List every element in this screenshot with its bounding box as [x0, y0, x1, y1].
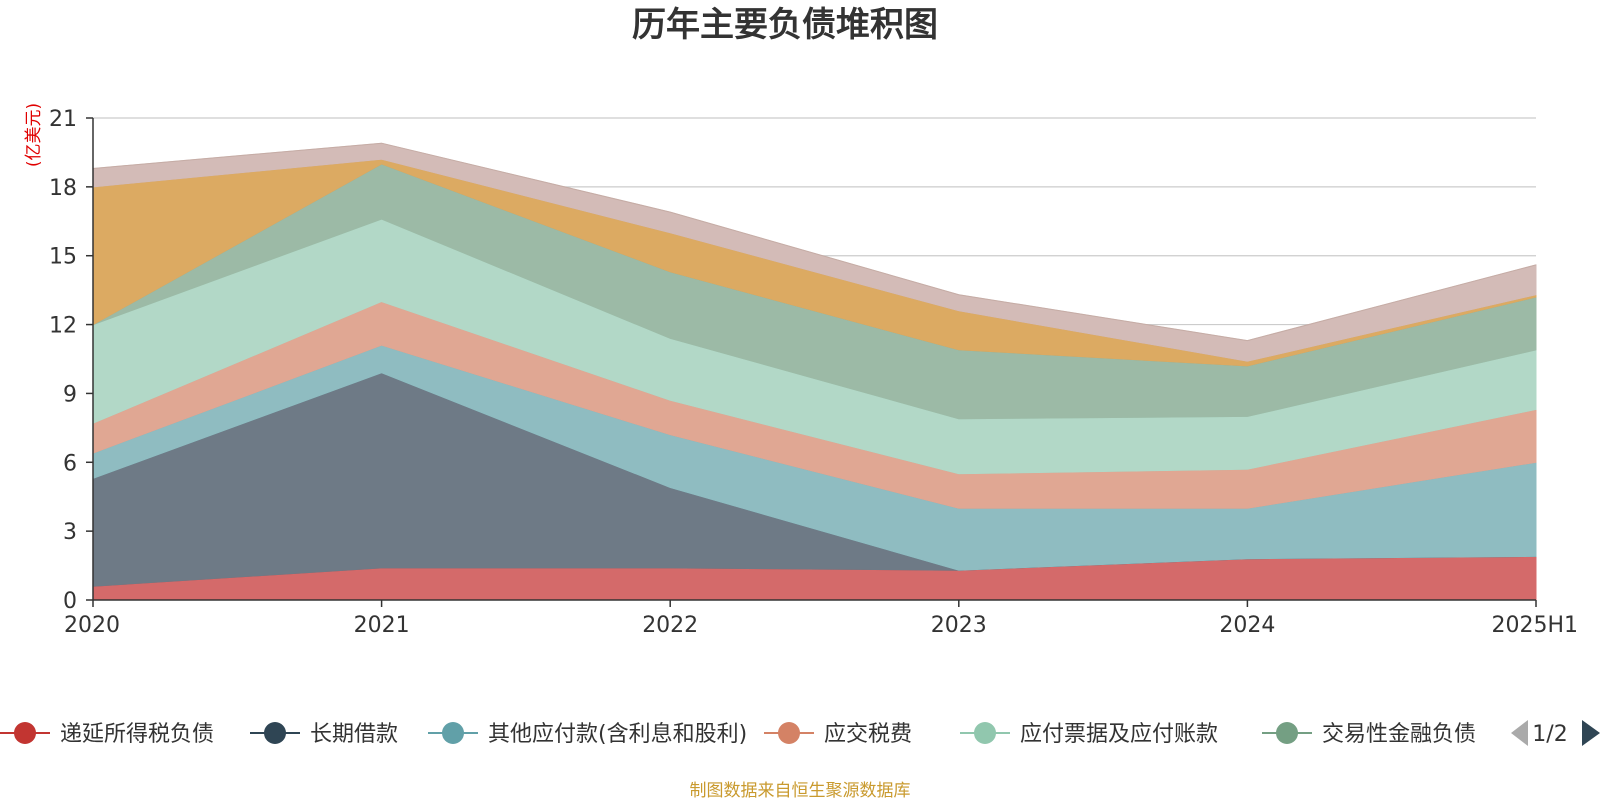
chart-title: 历年主要负债堆积图: [632, 5, 938, 45]
source-note: 制图数据来自恒生聚源数据库: [690, 781, 911, 800]
axes: [92, 118, 1536, 601]
x-tick-label: 2023: [931, 613, 987, 638]
y-tick-label: 6: [63, 451, 77, 476]
stacked-areas: [92, 142, 1537, 601]
axis-ticks: 0 3 6 9 12 15 18 21 2020 2021 2022 2023 2024 2025H1: [49, 107, 1578, 638]
legend-item[interactable]: 应交税费: [764, 722, 912, 747]
legend-item[interactable]: 递延所得税负债: [0, 722, 214, 747]
area-series-line-8: [92, 142, 1537, 342]
legend-item[interactable]: 长期借款: [250, 722, 398, 747]
legend-pager: 1/2: [1511, 720, 1600, 747]
y-tick-label: 0: [63, 589, 77, 614]
legend-label: 长期借款: [310, 722, 398, 747]
legend-item[interactable]: 其他应付款(含利息和股利): [428, 722, 747, 747]
legend-marker-icon: [974, 722, 996, 744]
legend-label: 其他应付款(含利息和股利): [488, 722, 747, 747]
legend-label: 递延所得税负债: [60, 722, 214, 747]
legend-item[interactable]: 交易性金融负债: [1262, 722, 1476, 747]
legend-prev-arrow-icon[interactable]: [1511, 720, 1528, 746]
x-tick-label: 2024: [1219, 613, 1275, 638]
legend-label: 应交税费: [824, 722, 912, 747]
legend-label: 交易性金融负债: [1322, 722, 1476, 747]
y-tick-label: 9: [63, 382, 77, 407]
y-tick-label: 12: [49, 314, 77, 339]
y-tick-label: 15: [49, 245, 77, 270]
legend-item[interactable]: 应付票据及应付账款: [960, 722, 1218, 747]
legend-marker-icon: [264, 722, 286, 744]
legend-marker-icon: [1276, 722, 1298, 744]
y-tick-label: 21: [49, 107, 77, 132]
legend-marker-icon: [778, 722, 800, 744]
x-tick-label: 2022: [642, 613, 698, 638]
x-tick-label: 2021: [354, 613, 410, 638]
y-axis-unit-label: (亿美元): [24, 103, 44, 167]
legend-label: 应付票据及应付账款: [1020, 722, 1218, 747]
legend-page-indicator: 1/2: [1532, 722, 1567, 747]
y-tick-label: 18: [49, 176, 77, 201]
x-tick-label: 2020: [64, 613, 120, 638]
legend-next-arrow-icon[interactable]: [1582, 720, 1600, 746]
legend-marker-icon: [442, 722, 464, 744]
y-tick-label: 3: [63, 520, 77, 545]
legend-marker-icon: [14, 722, 36, 744]
x-tick-label: 2025H1: [1491, 613, 1578, 638]
legend: 递延所得税负债 长期借款 其他应付款(含利息和股利) 应交税费 应付票据及应付账款 交易性…: [0, 722, 1476, 747]
